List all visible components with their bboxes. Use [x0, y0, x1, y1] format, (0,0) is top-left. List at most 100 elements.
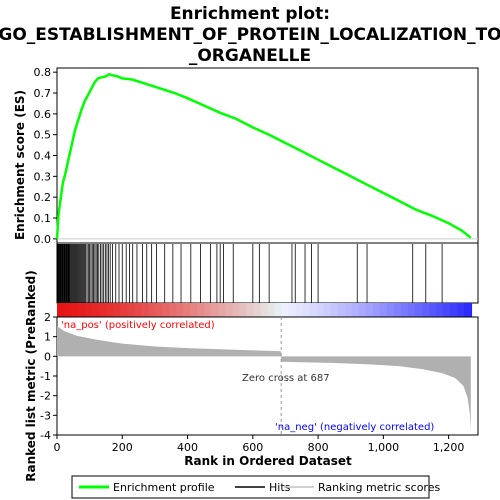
color-bar-segment: [288, 303, 297, 317]
color-bar-segment: [337, 303, 346, 317]
color-bar-segment: [148, 303, 156, 317]
es-ytick-label: 0.0: [34, 233, 52, 246]
color-bar-segment: [302, 303, 311, 317]
color-bar-segment: [386, 303, 395, 317]
color-bar-segment: [309, 303, 318, 317]
color-bar-segment: [295, 303, 304, 317]
color-bar-segment: [211, 303, 219, 317]
ranking-metric-area: [57, 325, 471, 430]
x-axis-label: Rank in Ordered Dataset: [184, 454, 352, 468]
color-bar-segment: [71, 303, 79, 317]
color-bar-segment: [379, 303, 388, 317]
metric-ytick-label: -4: [40, 429, 51, 442]
chart-title-line-1: Enrichment plot:: [170, 4, 330, 24]
metric-panel: -4 -3 -2 -1 0 1 2: [40, 311, 471, 442]
x-tick-label: 1,000: [368, 441, 400, 454]
color-bar-segment: [141, 303, 149, 317]
neg-correlated-label: 'na_neg' (negatively correlated): [275, 422, 434, 433]
color-bar-segment: [470, 303, 473, 317]
metric-ytick-label: 0: [44, 350, 51, 363]
color-bar-segment: [106, 303, 114, 317]
pos-correlated-label: 'na_pos' (positively correlated): [61, 320, 215, 331]
color-bar-segment: [183, 303, 191, 317]
color-bar-segment: [330, 303, 339, 317]
x-tick-label: 600: [242, 441, 263, 454]
es-ytick-label: 0.7: [34, 87, 52, 100]
x-tick-label: 200: [112, 441, 133, 454]
es-ytick-label: 0.3: [34, 170, 52, 183]
color-bar-segment: [260, 303, 269, 317]
es-ytick-label: 0.6: [34, 108, 52, 121]
color-bar-segment: [57, 303, 65, 317]
x-tick-label: 1,200: [433, 441, 465, 454]
color-bar-segment: [274, 303, 283, 317]
color-bar-segment: [351, 303, 360, 317]
color-bar-segment: [176, 303, 184, 317]
es-ytick-label: 0.2: [34, 191, 52, 204]
enrichment-profile-line: [55, 72, 472, 239]
es-ytick-label: 0.1: [34, 212, 52, 225]
color-bar-segment: [449, 303, 458, 317]
color-bar-segment: [197, 303, 205, 317]
color-bar-segment: [358, 303, 367, 317]
color-bar-segment: [190, 303, 198, 317]
color-bar-segment: [365, 303, 374, 317]
metric-ylabel: Ranked list metric (PreRanked): [24, 270, 38, 482]
metric-panel-frame: [56, 316, 479, 436]
color-bar-segment: [225, 303, 234, 317]
color-bar-segment: [120, 303, 128, 317]
color-bar-segment: [442, 303, 451, 317]
color-bar-segment: [239, 303, 248, 317]
chart-title-line-3: _ORGANELLE: [189, 46, 311, 66]
metric-ytick-label: -2: [40, 390, 51, 403]
color-bar-segment: [463, 303, 472, 317]
hits-panel: [57, 244, 443, 303]
color-bar-segment: [344, 303, 353, 317]
color-bar-segment: [428, 303, 437, 317]
x-tick-label: 400: [177, 441, 198, 454]
color-bar-segment: [78, 303, 86, 317]
es-ylabel: Enrichment score (ES): [13, 90, 27, 240]
zero-cross-label: Zero cross at 687: [242, 373, 330, 384]
color-bar-segment: [421, 303, 430, 317]
color-bar-segment: [372, 303, 381, 317]
color-bar-segment: [435, 303, 444, 317]
color-bar-segment: [85, 303, 93, 317]
color-bar-segment: [253, 303, 262, 317]
color-bar-segment: [246, 303, 255, 317]
color-bar-segment: [155, 303, 163, 317]
color-bar-segment: [99, 303, 107, 317]
color-bar-segment: [456, 303, 465, 317]
x-tick-label: 0: [54, 441, 61, 454]
rank-color-bar: [57, 303, 473, 317]
x-axis: 0 200 400 600 800 1,000 1,200: [54, 435, 465, 454]
color-bar-segment: [204, 303, 212, 317]
color-bar-segment: [316, 303, 325, 317]
color-bar-segment: [127, 303, 135, 317]
metric-ytick-label: -1: [40, 370, 51, 383]
hits-panel-frame: [56, 242, 479, 304]
legend-label-hits: Hits: [269, 481, 291, 494]
es-ytick-label: 0.4: [34, 150, 52, 163]
color-bar-segment: [393, 303, 402, 317]
es-ytick-label: 0.8: [34, 66, 52, 79]
metric-ytick-label: 1: [44, 331, 51, 344]
color-bar-segment: [414, 303, 423, 317]
legend-label-enrichment: Enrichment profile: [113, 481, 215, 494]
color-bar-segment: [281, 303, 290, 317]
legend-label-metric: Ranking metric scores: [318, 481, 440, 494]
es-ytick-label: 0.5: [34, 129, 52, 142]
color-bar-segment: [92, 303, 100, 317]
es-panel-frame: [56, 67, 479, 244]
es-panel: 0.0 0.1 0.2 0.3 0.4 0.5 0.6 0.7 0.8: [34, 66, 478, 246]
metric-ytick-label: 2: [44, 311, 51, 324]
color-bar-segment: [169, 303, 177, 317]
color-bar-segment: [162, 303, 170, 317]
x-tick-label: 800: [308, 441, 329, 454]
metric-ytick-label: -3: [40, 409, 51, 422]
color-bar-segment: [113, 303, 121, 317]
color-bar-segment: [400, 303, 409, 317]
color-bar-segment: [218, 303, 226, 317]
chart-title-line-2: GO_ESTABLISHMENT_OF_PROTEIN_LOCALIZATION…: [0, 25, 500, 45]
